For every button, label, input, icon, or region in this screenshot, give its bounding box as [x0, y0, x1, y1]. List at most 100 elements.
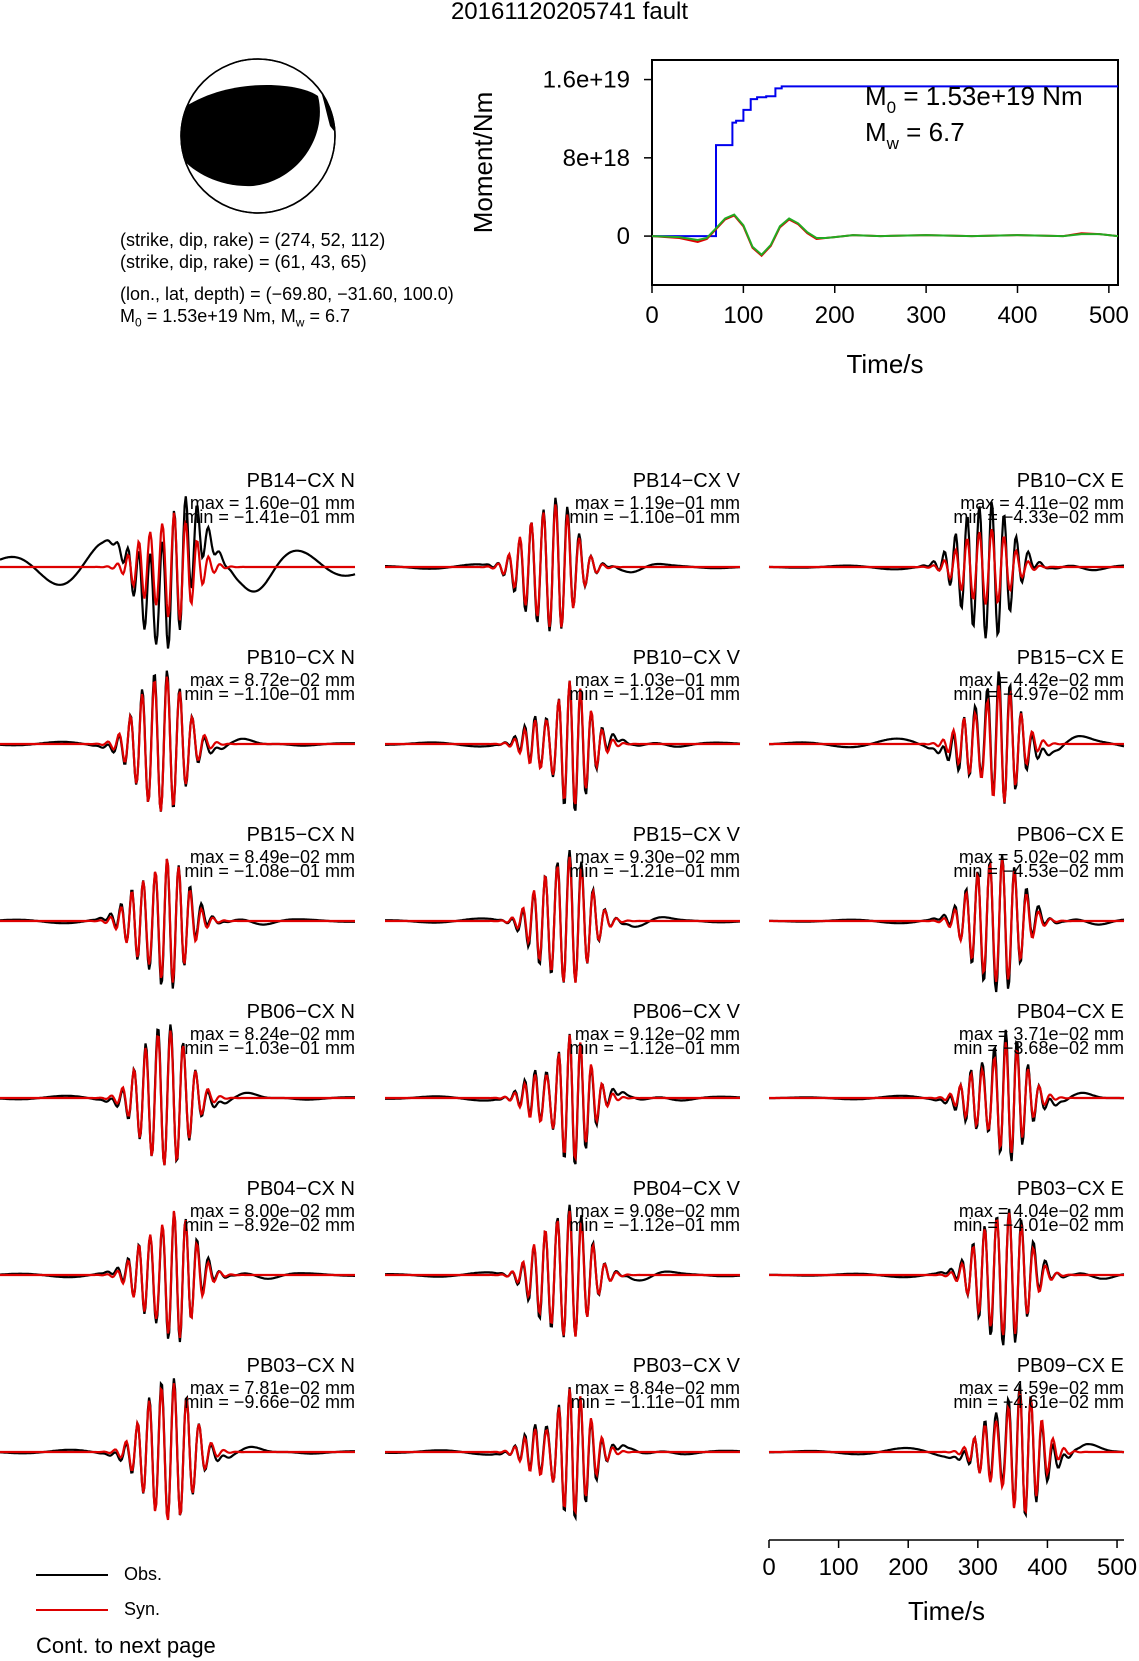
waveform-min-label: min = −4.33e−02 mm	[953, 507, 1124, 527]
waveform-max-label: max = 5.02e−02 mm	[959, 847, 1124, 867]
waveform-obs	[385, 680, 741, 812]
waveform-syn	[0, 858, 355, 983]
waveform-station-label: PB10−CX N	[247, 647, 355, 669]
waveform-min-label: min = −1.03e−01 mm	[184, 1038, 355, 1058]
waveform-max-label: max = 4.59e−02 mm	[959, 1378, 1124, 1398]
moment-series-2	[651, 213, 1119, 257]
waveform-station-label: PB14−CX N	[247, 470, 355, 492]
waveform-syn	[0, 676, 355, 812]
continuation-note: Cont. to next page	[36, 1633, 216, 1658]
moment-y-axis-label: Moment/Nm	[468, 92, 498, 234]
waveform-max-label: max = 4.04e−02 mm	[959, 1201, 1124, 1221]
moment-x-tick-label: 400	[997, 302, 1037, 329]
moment-plot-frame	[651, 59, 1119, 286]
waveform-obs	[0, 858, 355, 989]
waveform-max-label: max = 8.84e−02 mm	[575, 1378, 740, 1398]
waveform-syn	[385, 856, 740, 983]
moment-x-tick-label: 100	[723, 302, 763, 329]
waveform-obs	[0, 496, 356, 649]
moment-y-tick-label: 1.6e+19	[543, 67, 630, 94]
waveform-station-label: PB06−CX N	[247, 1001, 355, 1023]
waveform-max-label: max = 9.30e−02 mm	[575, 847, 740, 867]
wave-x-axis-label: Time/s	[908, 1596, 985, 1626]
waveform-max-label: max = 8.72e−02 mm	[190, 670, 355, 690]
waveform-max-label: max = 8.49e−02 mm	[190, 847, 355, 867]
moment-x-tick-label: 500	[1089, 302, 1129, 329]
waveform-obs	[0, 1211, 355, 1343]
waveform-obs	[769, 855, 1125, 993]
legend-syn-label: Syn.	[124, 1599, 161, 1619]
waveform-syn	[0, 1210, 355, 1339]
waveform-syn	[0, 512, 355, 621]
moment-chart: 0 100 200 300 400 500 0 8e+18 1.6e+19 Time/s Momen…	[468, 59, 1129, 379]
waveform-station-label: PB09−CX E	[1017, 1355, 1124, 1377]
waveform-max-label: max = 1.19e−01 mm	[575, 493, 740, 513]
moment-y-tick-label: 0	[617, 223, 630, 250]
waveform-obs	[769, 1029, 1125, 1162]
waveform-syn	[385, 1034, 740, 1162]
moment-annotation-m0: M0 = 1.53e+19 Nm	[865, 81, 1083, 117]
waveform-obs	[385, 1033, 740, 1165]
wave-x-tick-label: 200	[888, 1554, 928, 1581]
mechanism-location: (lon., lat, depth) = (−69.80, −31.60, 10…	[120, 284, 454, 304]
waveform-station-label: PB06−CX E	[1017, 824, 1124, 846]
waveform-max-label: max = 3.71e−02 mm	[959, 1024, 1124, 1044]
waveform-obs	[0, 670, 355, 812]
waveform-station-label: PB10−CX E	[1017, 470, 1124, 492]
waveform-obs	[0, 1378, 355, 1519]
waveform-obs	[768, 1383, 1125, 1519]
waveform-station-label: PB04−CX E	[1017, 1001, 1124, 1023]
legend-obs-label: Obs.	[124, 1564, 163, 1584]
waveform-min-label: min = −1.12e−01 mm	[569, 684, 740, 704]
moment-x-tick-label: 200	[815, 302, 855, 329]
page-title: 20161120205741 fault	[450, 0, 689, 25]
waveform-max-label: max = 1.60e−01 mm	[190, 493, 355, 513]
waveform-station-label: PB15−CX N	[247, 824, 355, 846]
waveform-syn	[385, 504, 740, 628]
waveform-min-label: min = −4.01e−02 mm	[953, 1215, 1124, 1235]
waveform-min-label: min = −1.08e−01 mm	[184, 861, 355, 881]
waveform-obs	[385, 497, 741, 632]
waveform-station-label: PB06−CX V	[633, 1001, 741, 1023]
waveform-max-label: max = 8.24e−02 mm	[190, 1024, 355, 1044]
waveform-syn	[0, 1383, 355, 1521]
waveform-obs	[385, 1387, 740, 1522]
moment-x-tick-label: 0	[645, 302, 658, 329]
moment-y-tick-label: 8e+18	[563, 145, 630, 172]
waveform-max-label: max = 1.03e−01 mm	[575, 670, 740, 690]
moment-annotation-mw: Mw = 6.7	[865, 117, 965, 153]
waveform-station-label: PB15−CX E	[1017, 647, 1124, 669]
waveform-max-label: max = 9.12e−02 mm	[575, 1024, 740, 1044]
waveform-min-label: min = −1.11e−01 mm	[571, 1392, 740, 1412]
waveform-max-label: max = 7.81e−02 mm	[190, 1378, 355, 1398]
wave-x-tick-label: 400	[1027, 1554, 1067, 1581]
waveform-station-label: PB03−CX V	[633, 1355, 741, 1377]
waveform-syn	[769, 685, 1124, 803]
waveform-obs	[0, 1024, 355, 1166]
waveform-obs	[385, 1204, 741, 1338]
waveform-min-label: min = −1.21e−01 mm	[569, 861, 740, 881]
waveform-min-label: min = −1.10e−01 mm	[184, 684, 355, 704]
waveform-min-label: min = −8.92e−02 mm	[184, 1215, 355, 1235]
waveform-min-label: min = −4.61e−02 mm	[953, 1392, 1124, 1412]
moment-series-0	[652, 85, 1118, 238]
waveform-syn	[385, 1210, 740, 1337]
waveform-max-label: max = 8.00e−02 mm	[190, 1201, 355, 1221]
waveform-syn	[769, 1042, 1124, 1153]
waveform-station-label: PB15−CX V	[633, 824, 741, 846]
waveform-syn	[0, 1030, 355, 1166]
waveform-syn	[769, 1389, 1124, 1515]
waveform-syn	[769, 1212, 1124, 1336]
waveform-min-label: min = −1.12e−01 mm	[569, 1215, 740, 1235]
